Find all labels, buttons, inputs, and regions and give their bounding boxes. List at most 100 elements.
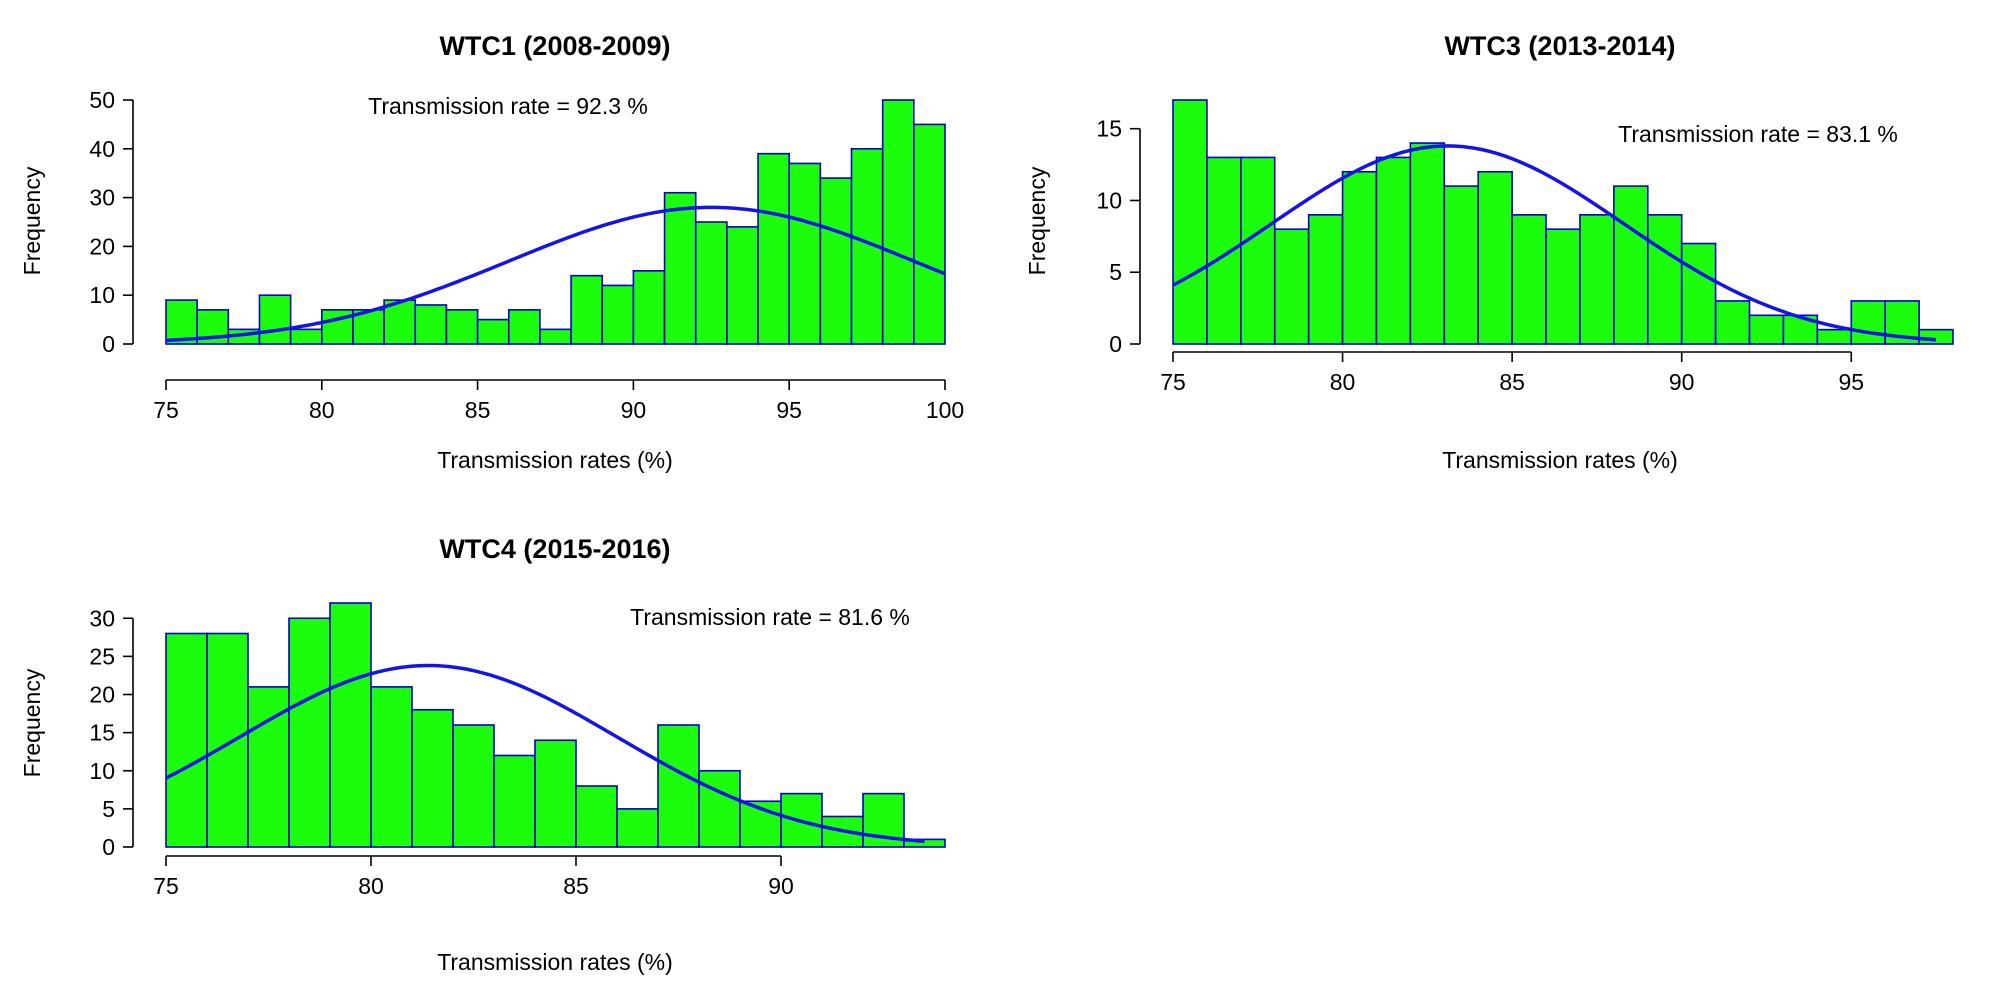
panel-title: WTC1 (2008-2009): [439, 31, 670, 61]
histogram-bar: [616, 808, 659, 848]
y-tick-label: 30: [89, 605, 115, 631]
histogram-bar: [788, 162, 822, 345]
histogram-bar: [757, 152, 790, 345]
histogram-bar: [1545, 228, 1581, 345]
histogram-bar: [657, 724, 700, 848]
histogram-bar: [411, 708, 454, 848]
histogram-bar: [575, 785, 618, 848]
histogram-bars: [165, 99, 946, 345]
x-axis-label: Transmission rates (%): [437, 447, 673, 473]
histogram-bar: [726, 226, 759, 345]
x-axis: 75 80 85 90 95: [1160, 351, 1864, 395]
y-tick-label: 40: [89, 136, 115, 162]
y-axis: 0 5 10 15 20 25 30: [89, 605, 134, 860]
y-tick-label: 25: [89, 643, 115, 669]
y-tick-label: 20: [89, 233, 115, 259]
normal-curve: [165, 205, 946, 343]
fitted-curve: [1172, 144, 1937, 342]
histogram-bar: [1714, 300, 1751, 345]
panel-wtc1: WTC1 (2008-2009) Transmission rate = 92.…: [19, 31, 964, 473]
histogram-bar: [165, 632, 208, 848]
x-tick-label: 80: [358, 873, 384, 899]
histogram-bar: [1613, 185, 1649, 345]
y-tick-label: 10: [89, 758, 115, 784]
histogram-bar: [289, 328, 323, 345]
panel-annotation: Transmission rate = 81.6 %: [630, 604, 910, 630]
histogram-bar: [1816, 328, 1853, 345]
normal-curve: [1172, 144, 1937, 342]
histogram-bar: [694, 221, 728, 345]
y-axis-label: Frequency: [19, 668, 45, 777]
x-axis: 75 80 85 90 95 100: [153, 379, 964, 423]
x-tick-label: 75: [1160, 369, 1186, 395]
y-tick-label: 0: [1109, 331, 1122, 357]
x-tick-label: 75: [153, 397, 179, 423]
y-tick-label: 0: [102, 834, 115, 860]
histogram-bar: [1579, 214, 1615, 345]
fitted-curve: [165, 663, 925, 844]
histogram-bar: [414, 304, 448, 345]
histogram-bar: [539, 328, 572, 345]
y-tick-label: 50: [89, 87, 115, 113]
histogram-bar: [881, 99, 915, 345]
histogram-bar: [1477, 170, 1513, 345]
panel-title: WTC3 (2013-2014): [1444, 31, 1675, 61]
x-tick-label: 75: [153, 873, 179, 899]
histogram-bar: [445, 309, 479, 345]
y-tick-label: 5: [1109, 259, 1122, 285]
histogram-bars: [165, 602, 946, 848]
panel-wtc3: WTC3 (2013-2014) Transmission rate = 83.…: [1024, 31, 1954, 473]
histogram-bar: [1443, 185, 1480, 345]
y-axis: 0 10 20 30 40 50: [89, 87, 134, 357]
x-tick-label: 90: [621, 397, 647, 423]
panel-wtc4: WTC4 (2015-2016) Transmission rate = 81.…: [19, 534, 946, 975]
histogram-bar: [507, 309, 541, 345]
y-tick-label: 5: [102, 796, 115, 822]
histogram-bar: [698, 769, 741, 848]
y-tick-label: 15: [89, 720, 115, 746]
x-tick-label: 80: [1330, 369, 1356, 395]
histogram-bar: [1273, 228, 1310, 345]
histogram-bar: [1680, 242, 1717, 345]
x-tick-label: 85: [1499, 369, 1525, 395]
histogram-bar: [663, 191, 697, 345]
histogram-bar: [819, 177, 853, 345]
x-tick-label: 90: [768, 873, 794, 899]
histogram-bar: [165, 299, 198, 345]
x-axis: 75 80 85 90: [153, 855, 794, 899]
panel-title: WTC4 (2015-2016): [439, 534, 670, 564]
histogram-bar: [913, 123, 946, 345]
histogram-bar: [288, 617, 331, 848]
y-axis: 0 5 10 15: [1096, 116, 1141, 357]
histogram-bar: [1341, 170, 1378, 345]
histogram-bar: [1918, 328, 1954, 345]
histogram-bar: [1375, 156, 1412, 345]
panel-annotation: Transmission rate = 83.1 %: [1618, 121, 1898, 147]
histogram-bar: [1748, 314, 1785, 345]
y-tick-label: 30: [89, 185, 115, 211]
histogram-bar: [1409, 142, 1446, 345]
histogram-bar: [452, 724, 495, 848]
histogram-bar: [206, 632, 249, 848]
histogram-bar: [570, 274, 604, 345]
histogram-bar: [1172, 99, 1208, 345]
x-tick-label: 90: [1669, 369, 1695, 395]
x-tick-label: 80: [309, 397, 335, 423]
normal-curve: [165, 663, 925, 844]
x-tick-label: 100: [926, 397, 964, 423]
panel-annotation: Transmission rate = 92.3 %: [368, 93, 648, 119]
x-axis-label: Transmission rates (%): [1442, 447, 1678, 473]
histogram-bar: [493, 754, 536, 848]
y-tick-label: 15: [1096, 116, 1122, 142]
histogram-bar: [1206, 156, 1242, 345]
x-tick-label: 95: [1838, 369, 1864, 395]
histogram-bar: [903, 838, 946, 848]
y-axis-label: Frequency: [1024, 166, 1050, 275]
x-tick-label: 95: [776, 397, 802, 423]
histogram-bar: [1850, 300, 1886, 345]
histogram-bar: [1240, 156, 1276, 345]
x-tick-label: 85: [563, 873, 589, 899]
histogram-bar: [476, 318, 510, 345]
histogram-bar: [632, 269, 666, 345]
